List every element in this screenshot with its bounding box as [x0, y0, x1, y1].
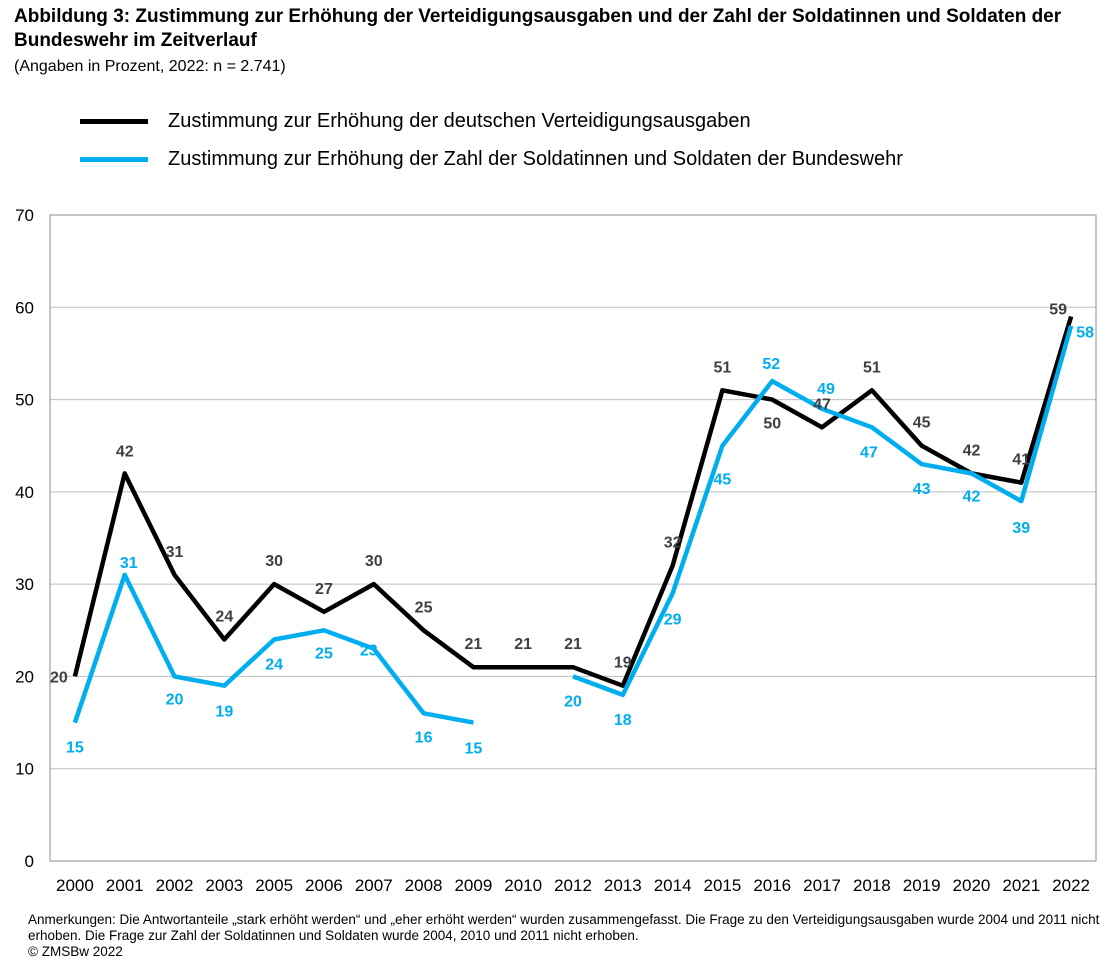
x-tick-label: 2005 [255, 876, 293, 895]
legend-item-defense-spending: Zustimmung zur Erhöhung der deutschen Ve… [80, 108, 751, 134]
data-label: 59 [1049, 302, 1067, 319]
data-label: 41 [1012, 452, 1030, 469]
data-label: 19 [215, 704, 233, 721]
x-tick-label: 2000 [56, 876, 94, 895]
data-label: 21 [514, 636, 532, 653]
x-tick-label: 2016 [753, 876, 791, 895]
data-label: 21 [564, 636, 582, 653]
data-label: 50 [763, 416, 781, 433]
data-label: 29 [664, 611, 682, 628]
x-tick-label: 2001 [106, 876, 144, 895]
y-tick-label: 20 [15, 667, 34, 686]
data-label: 23 [360, 643, 378, 660]
x-tick-label: 2010 [504, 876, 542, 895]
data-label: 49 [817, 381, 835, 398]
legend-swatch-black [80, 118, 148, 124]
y-tick-label: 50 [15, 391, 34, 410]
x-tick-label: 2019 [903, 876, 941, 895]
data-label: 15 [66, 740, 84, 757]
data-label: 47 [813, 396, 831, 413]
data-label: 43 [913, 481, 931, 498]
data-label: 42 [116, 443, 134, 460]
data-label: 21 [464, 636, 482, 653]
y-tick-label: 30 [15, 575, 34, 594]
data-label: 30 [265, 553, 283, 570]
y-tick-label: 40 [15, 483, 34, 502]
data-label: 51 [863, 359, 881, 376]
data-label: 20 [564, 693, 582, 710]
data-label: 45 [714, 472, 732, 489]
data-label: 47 [860, 444, 878, 461]
data-label: 51 [714, 359, 732, 376]
x-tick-label: 2020 [953, 876, 991, 895]
x-tick-label: 2002 [156, 876, 194, 895]
data-label: 52 [762, 356, 780, 373]
series-line-1 [72, 315, 1074, 688]
legend-label: Zustimmung zur Erhöhung der deutschen Ve… [168, 109, 751, 132]
data-label: 24 [265, 657, 283, 674]
y-tick-label: 70 [15, 206, 34, 225]
data-label: 58 [1076, 325, 1094, 342]
x-tick-label: 2007 [355, 876, 393, 895]
x-tick-label: 2012 [554, 876, 592, 895]
x-tick-label: 2006 [305, 876, 343, 895]
y-tick-label: 0 [25, 852, 34, 871]
x-tick-label: 2014 [654, 876, 692, 895]
x-tick-label: 2022 [1052, 876, 1090, 895]
data-label: 42 [963, 488, 981, 505]
notes-text: Anmerkungen: Die Antwortanteile „stark e… [28, 912, 1100, 943]
data-label: 18 [614, 712, 632, 729]
data-label: 20 [50, 669, 68, 686]
x-tick-label: 2021 [1002, 876, 1040, 895]
data-label: 31 [120, 555, 138, 572]
y-tick-label: 60 [15, 298, 34, 317]
data-label: 31 [166, 544, 184, 561]
plot-frame [49, 214, 1097, 862]
chart-title: Abbildung 3: Zustimmung zur Erhöhung der… [14, 6, 1062, 51]
copyright: © ZMSBw 2022 [28, 944, 123, 959]
x-tick-label: 2008 [405, 876, 443, 895]
x-tick-label: 2009 [454, 876, 492, 895]
data-label: 25 [415, 599, 433, 616]
legend-swatch-blue [80, 156, 148, 162]
data-label: 42 [963, 442, 981, 459]
data-label: 25 [315, 645, 333, 662]
legend-label: Zustimmung zur Erhöhung der Zahl der Sol… [168, 147, 903, 170]
data-label: 30 [365, 553, 383, 570]
data-label: 16 [415, 729, 433, 746]
x-tick-label: 2018 [853, 876, 891, 895]
data-label: 20 [166, 691, 184, 708]
chart-notes: Anmerkungen: Die Antwortanteile „stark e… [28, 912, 1103, 960]
data-label: 19 [614, 655, 632, 672]
data-label: 24 [215, 609, 233, 626]
data-label: 27 [315, 581, 333, 598]
x-tick-label: 2017 [803, 876, 841, 895]
series-line-2 [72, 325, 1074, 725]
data-label: 39 [1012, 520, 1030, 537]
data-label: 15 [464, 741, 482, 758]
x-tick-label: 2003 [205, 876, 243, 895]
data-label: 45 [913, 415, 931, 432]
legend-item-soldiers: Zustimmung zur Erhöhung der Zahl der Sol… [80, 146, 903, 172]
x-tick-label: 2015 [704, 876, 742, 895]
chart-subtitle: (Angaben in Prozent, 2022: n = 2.741) [14, 58, 286, 75]
data-label: 32 [664, 535, 682, 552]
x-tick-label: 2013 [604, 876, 642, 895]
y-tick-label: 10 [15, 760, 34, 779]
